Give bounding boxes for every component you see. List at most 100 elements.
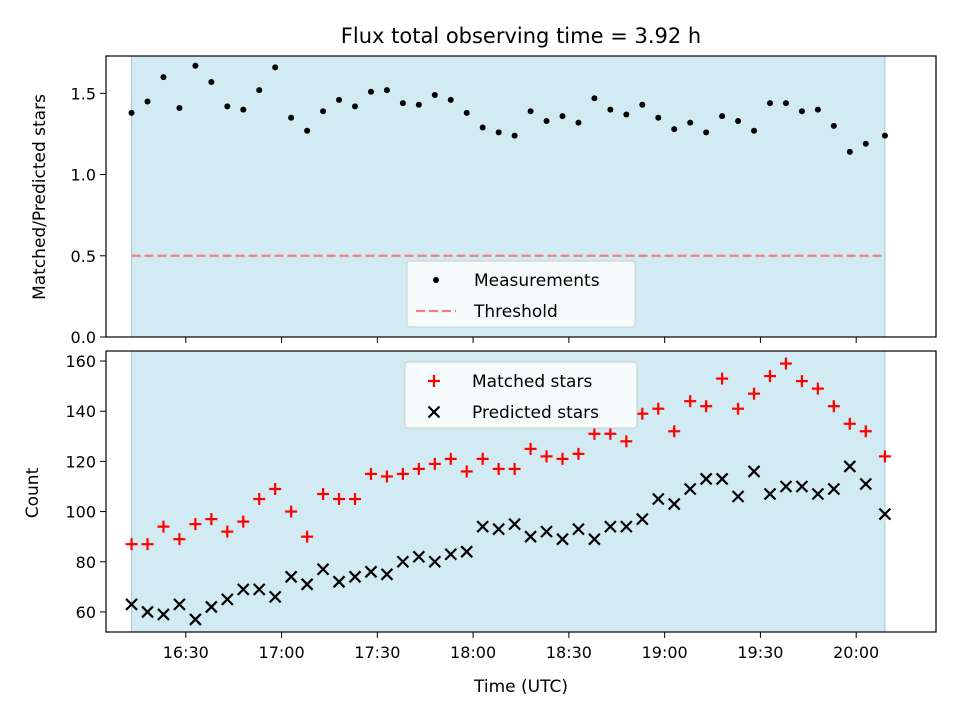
predicted-star-point xyxy=(300,578,314,591)
predicted-star-point xyxy=(556,532,569,546)
legend-box xyxy=(406,260,636,328)
predicted-star-point xyxy=(284,570,298,584)
matched-star-point xyxy=(700,400,713,413)
measurement-point xyxy=(399,100,406,107)
measurement-point xyxy=(160,74,167,81)
matched-star-point xyxy=(668,425,681,438)
matched-star-point xyxy=(524,442,537,455)
x-tick-label: 20:00 xyxy=(833,643,879,662)
bottom-y-axis-label: Count xyxy=(23,467,43,518)
measurement-point xyxy=(575,119,582,126)
predicted-star-point xyxy=(747,465,761,478)
predicted-star-point xyxy=(236,583,250,596)
predicted-star-point xyxy=(843,460,857,473)
matched-star-point xyxy=(221,525,234,538)
bottom-y-tick-label: 60 xyxy=(76,603,96,622)
matched-star-point xyxy=(795,375,808,388)
chart-title: Flux total observing time = 3.92 h xyxy=(341,24,701,48)
bottom-y-tick-label: 120 xyxy=(65,452,96,471)
matched-star-point xyxy=(684,395,697,408)
legend-measurement-swatch xyxy=(433,277,439,283)
matched-star-point xyxy=(764,370,776,383)
measurement-point xyxy=(862,140,869,147)
predicted-star-point xyxy=(795,480,809,493)
measurement-point xyxy=(751,127,758,134)
measurement-point xyxy=(782,100,789,107)
matched-star-point xyxy=(349,493,361,506)
x-tick-label: 17:30 xyxy=(354,643,400,662)
legend-predicted-swatch xyxy=(427,405,441,419)
measurement-point xyxy=(367,88,374,95)
predicted-star-point xyxy=(699,472,713,486)
predicted-star-point xyxy=(636,512,649,526)
measurement-point xyxy=(767,100,773,107)
matched-star-point xyxy=(811,382,824,395)
measurement-point xyxy=(830,122,837,129)
measurement-point xyxy=(240,106,247,113)
predicted-star-point xyxy=(173,598,186,611)
measurement-point xyxy=(703,129,710,136)
measurement-point xyxy=(352,103,358,110)
x-tick-label: 19:00 xyxy=(642,643,688,662)
matched-star-point xyxy=(492,462,505,475)
predicted-star-point xyxy=(444,547,458,561)
bottom-plot-counts: 60 80 100 120 140 160 16:30 17:00 17:30 18:00 18:3… xyxy=(65,350,937,662)
matched-star-point xyxy=(508,462,521,475)
legend-label: Predicted stars xyxy=(472,403,599,423)
x-axis-label: Time (UTC) xyxy=(473,677,568,697)
matched-star-point xyxy=(444,452,457,465)
bottom-y-tick-label: 100 xyxy=(65,503,96,522)
measurement-point xyxy=(846,148,853,155)
top-plot-ratio: 0.0 0.5 1.0 1.5 Measurements Threshold xyxy=(71,55,937,347)
bottom-legend: Matched stars Predicted stars xyxy=(404,361,638,429)
predicted-star-point xyxy=(779,480,793,493)
x-tick-label: 17:00 xyxy=(259,643,305,662)
predicted-star-point xyxy=(268,590,282,604)
x-tick-label: 18:30 xyxy=(546,643,592,662)
predicted-star-point xyxy=(396,555,410,569)
measurement-point xyxy=(128,109,135,116)
matched-star-point xyxy=(380,470,393,483)
predicted-star-point xyxy=(348,570,362,584)
predicted-star-point xyxy=(651,492,665,506)
legend-box xyxy=(404,361,638,429)
measurement-point xyxy=(479,124,486,131)
matched-star-point xyxy=(285,505,298,518)
measurement-point xyxy=(798,108,805,115)
predicted-star-point xyxy=(364,565,378,579)
matched-star-point xyxy=(843,417,856,430)
top-y-tick-label: 1.0 xyxy=(71,166,96,185)
measurement-point xyxy=(527,108,534,115)
legend-label: Matched stars xyxy=(472,372,592,392)
top-axes-frame xyxy=(105,55,937,338)
predicted-star-point xyxy=(205,600,218,614)
matched-star-point xyxy=(620,435,633,448)
measurement-point xyxy=(192,62,199,69)
predicted-star-point xyxy=(540,525,553,538)
measurement-point xyxy=(176,104,183,111)
predicted-star-point xyxy=(460,545,474,558)
measurement-point xyxy=(463,109,470,116)
predicted-star-point xyxy=(332,575,346,589)
measurement-point xyxy=(623,111,630,118)
matched-star-point xyxy=(588,427,601,440)
matched-star-point xyxy=(716,372,729,385)
matched-star-point xyxy=(878,450,891,463)
measurement-point xyxy=(256,87,263,94)
predicted-star-point xyxy=(715,472,729,486)
matched-star-point xyxy=(428,457,441,470)
predicted-star-point xyxy=(141,605,154,619)
matched-star-point xyxy=(636,407,649,420)
predicted-star-point xyxy=(667,497,681,511)
predicted-star-point xyxy=(763,487,777,501)
predicted-star-point xyxy=(492,522,505,536)
measurement-point xyxy=(511,132,518,139)
predicted-star-point xyxy=(157,608,170,621)
measurement-point xyxy=(495,129,502,136)
matched-star-point xyxy=(604,427,617,440)
measurement-point xyxy=(383,87,390,94)
matched-star-point xyxy=(859,425,872,438)
matched-star-point xyxy=(333,493,346,506)
bottom-y-tick-label: 140 xyxy=(65,402,96,421)
matched-star-point xyxy=(189,518,202,531)
